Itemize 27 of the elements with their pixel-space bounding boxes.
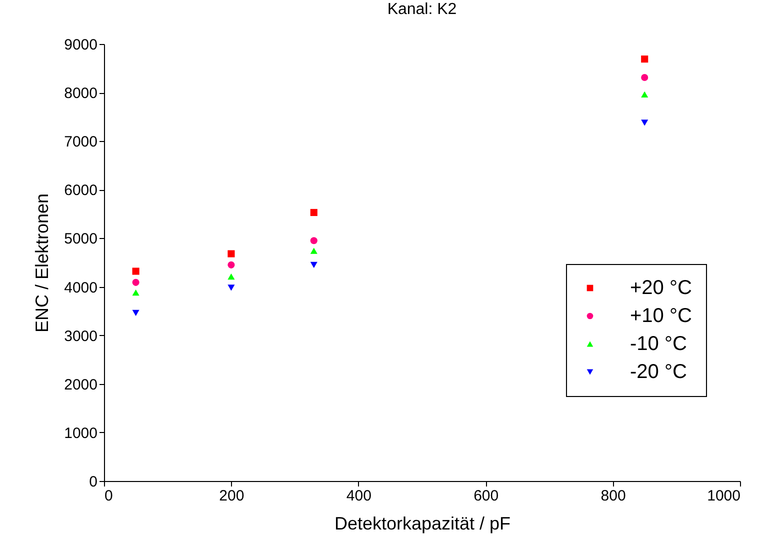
y-tick-label: 8000	[64, 85, 98, 102]
point	[310, 208, 318, 216]
y-tick-label: 4000	[64, 279, 98, 296]
x-tick-label: 400	[346, 488, 372, 504]
legend-label: -10 °C	[630, 333, 687, 355]
legend-label: -20 °C	[630, 361, 687, 383]
x-axis-title: Detektorkapazität / pF	[334, 514, 511, 534]
legend-label: +10 °C	[630, 305, 692, 327]
x-tick-label: 800	[600, 488, 626, 504]
y-tick-label: 3000	[64, 328, 98, 345]
y-tick-label: 1000	[64, 424, 98, 442]
x-tick-label: 0	[104, 488, 113, 504]
y-tick-label: 2000	[64, 376, 98, 394]
x-tick-label: 200	[219, 488, 244, 504]
y-tick-label: 9000	[64, 36, 98, 54]
y-axis-title: ENC / Elektronen	[32, 193, 52, 333]
y-tick-label: 0	[89, 474, 98, 490]
point	[132, 268, 140, 275]
y-tick-label: 6000	[64, 182, 98, 200]
y-tick-label: 7000	[64, 134, 98, 151]
point	[641, 56, 648, 63]
x-tick-label: 600	[474, 488, 499, 504]
legend-label: +20 °C	[630, 277, 692, 299]
point	[228, 250, 235, 258]
x-tick-label: 1000	[707, 488, 740, 504]
chart-title: Kanal: K2	[387, 1, 457, 18]
y-tick-label: 5000	[64, 230, 98, 248]
